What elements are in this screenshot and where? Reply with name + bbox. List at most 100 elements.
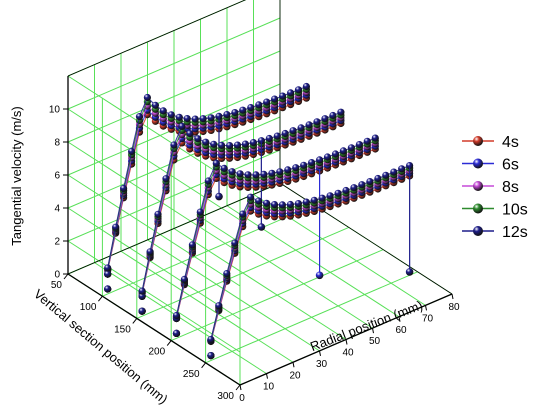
- data-point-12s: [371, 134, 379, 142]
- grid-line: [67, 240, 241, 353]
- data-point-12s: [260, 170, 268, 178]
- data-point-12s: [247, 104, 255, 112]
- data-point-12s: [220, 164, 228, 172]
- data-point-12s: [202, 138, 210, 146]
- data-point-12s: [135, 113, 144, 121]
- data-point-12s: [239, 210, 247, 218]
- data-point-12s: [347, 144, 355, 152]
- data-point-12s: [172, 329, 181, 337]
- y-tick-mark: [319, 350, 321, 356]
- data-point-12s: [194, 135, 202, 143]
- grid-line: [67, 108, 241, 221]
- data-point-12s: [355, 141, 363, 149]
- data-point-12s: [321, 115, 329, 123]
- y-tick-label: 10: [263, 382, 275, 393]
- data-point-12s: [294, 200, 302, 208]
- data-point-12s: [218, 141, 226, 149]
- legend-label-10s: 10s: [502, 202, 528, 219]
- x-tick-label: 300: [217, 391, 234, 402]
- data-point-12s: [167, 111, 175, 119]
- grid-line: [67, 17, 281, 110]
- y-tick-mark: [292, 362, 295, 368]
- y-tick-label: 20: [289, 370, 301, 381]
- legend-label-8s: 8s: [502, 179, 519, 196]
- y-tick-label: 30: [316, 359, 328, 370]
- data-point-12s: [199, 115, 207, 123]
- data-point-12s: [310, 196, 318, 204]
- data-point-12s: [196, 208, 204, 216]
- data-point-12s: [178, 122, 186, 130]
- y-tick-label: 60: [395, 325, 407, 336]
- data-point-12s: [297, 124, 305, 132]
- data-point-12s: [226, 142, 234, 150]
- z-axis-title: Tangential velocity (m/s): [9, 106, 24, 245]
- data-point-12s: [326, 192, 334, 200]
- data-point-12s: [247, 193, 255, 201]
- data-point-12s: [138, 287, 146, 295]
- data-point-12s: [120, 184, 128, 192]
- legend-marker-8s: [473, 181, 483, 191]
- data-point-12s: [207, 352, 215, 360]
- falloff-point-12s: [405, 268, 414, 276]
- data-point-12s: [363, 137, 371, 145]
- y-tick-mark: [451, 293, 454, 300]
- z-tick-label: 0: [54, 270, 60, 281]
- x-tick-label: 100: [80, 302, 97, 313]
- data-point-12s: [241, 140, 249, 148]
- data-point-12s: [329, 111, 337, 120]
- y-tick-mark: [398, 316, 401, 322]
- legend-marker-10s: [473, 203, 483, 214]
- data-point-12s: [239, 106, 247, 114]
- x-axis-line: [67, 273, 241, 386]
- data-point-12s: [180, 275, 188, 283]
- data-layer: [104, 82, 414, 360]
- data-point-12s: [331, 150, 340, 158]
- grid-line: [67, 75, 241, 188]
- grid-line: [94, 262, 267, 375]
- z-tick-label: 6: [54, 171, 60, 182]
- grid-line: [173, 228, 347, 340]
- y-tick-mark: [425, 305, 427, 311]
- grid-line: [67, 149, 281, 242]
- data-point-12s: [313, 118, 321, 126]
- frame-edge: [67, 182, 281, 275]
- data-point-12s: [268, 169, 276, 177]
- data-point-12s: [223, 270, 231, 278]
- data-point-12s: [334, 189, 342, 197]
- y-tick-label: 40: [342, 348, 354, 359]
- data-point-12s: [339, 147, 347, 155]
- data-point-12s: [207, 114, 215, 122]
- x-tick-mark: [201, 362, 206, 369]
- data-point-12s: [233, 141, 242, 149]
- data-point-12s: [278, 201, 286, 209]
- y-tick-label: 80: [448, 302, 460, 313]
- data-point-12s: [252, 171, 260, 179]
- z-tick-label: 2: [54, 237, 60, 248]
- data-point-12s: [263, 98, 271, 106]
- frame-edge: [67, 0, 247, 77]
- data-point-12s: [284, 166, 292, 174]
- data-point-12s: [249, 139, 257, 147]
- data-point-12s: [183, 115, 191, 123]
- data-point-12s: [305, 121, 313, 129]
- data-point-12s: [236, 170, 244, 178]
- data-point-12s: [223, 111, 231, 119]
- data-point-12s: [104, 264, 112, 272]
- grid-line: [67, 50, 281, 143]
- data-point-12s: [170, 141, 178, 149]
- grid-line: [120, 250, 294, 363]
- x-tick-mark: [235, 384, 241, 391]
- y-tick-mark: [266, 373, 268, 379]
- data-point-12s: [210, 140, 218, 148]
- data-point-12s: [244, 171, 252, 179]
- data-point-12s: [186, 130, 194, 138]
- data-point-12s: [398, 165, 406, 173]
- x-tick-mark: [132, 318, 138, 324]
- data-point-12s: [294, 86, 303, 94]
- data-point-12s: [191, 115, 199, 123]
- data-point-12s: [255, 197, 263, 205]
- falloff-point-12s: [215, 192, 223, 201]
- data-point-12s: [175, 113, 183, 121]
- data-point-12s: [215, 112, 223, 120]
